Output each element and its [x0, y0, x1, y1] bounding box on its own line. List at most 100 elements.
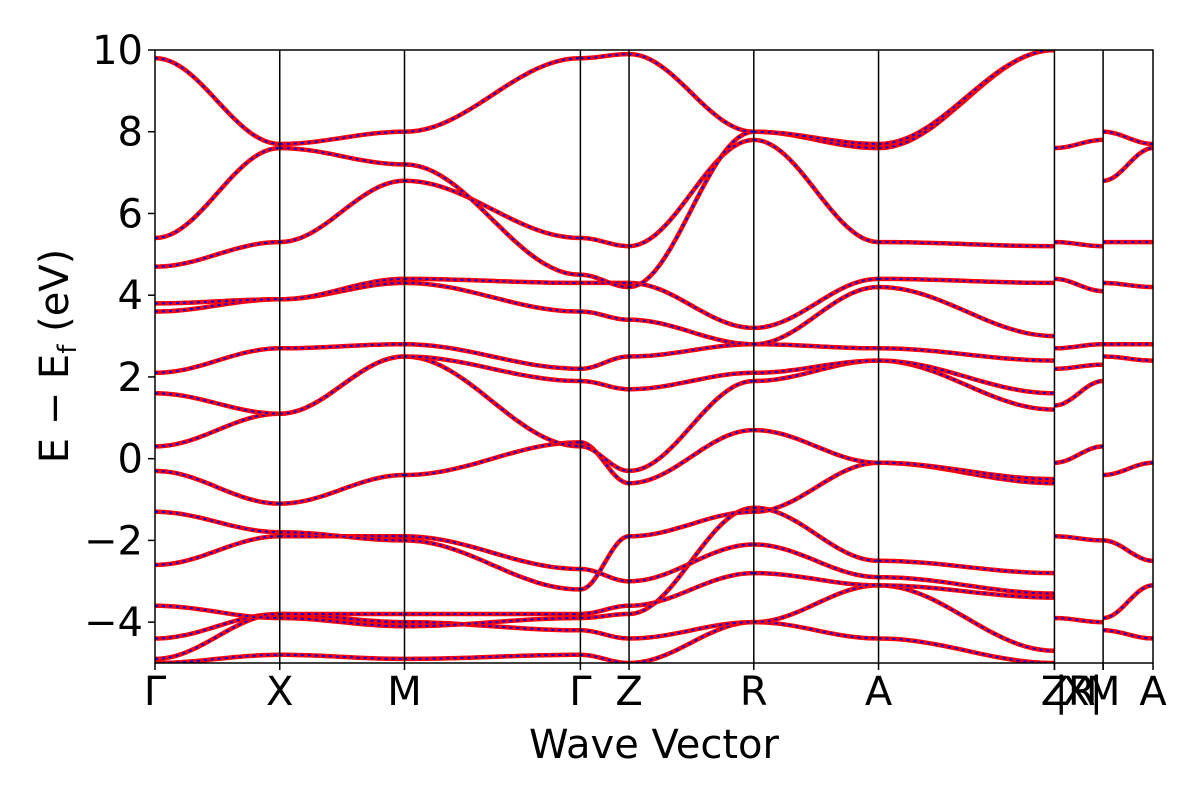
band-line-spin-down	[628, 130, 754, 288]
band-line-spin-down	[878, 576, 1055, 595]
band-line-spin-up	[753, 129, 879, 147]
band-line-spin-down	[580, 310, 629, 321]
band-line-spin-down	[279, 355, 405, 415]
band-line-spin-up	[628, 341, 754, 359]
x-tick-label: A	[1139, 669, 1167, 715]
band-line-spin-up	[753, 505, 879, 564]
band-line-spin-down	[404, 653, 581, 660]
band-line-spin-down	[1054, 535, 1104, 542]
x-tick-label: Γ	[144, 669, 167, 715]
band-line-spin-down	[1054, 343, 1104, 350]
band-line-spin-down	[753, 584, 879, 624]
band-line-spin-down	[279, 281, 405, 301]
band-line-spin-down	[404, 281, 581, 313]
band-line-spin-down	[753, 543, 879, 579]
band-line-spin-down	[155, 469, 280, 505]
x-tick-label: Z	[615, 669, 642, 715]
band-line-spin-up	[1054, 378, 1104, 408]
kpoint-divider-lines	[279, 50, 1104, 663]
band-line-spin-up	[404, 55, 581, 134]
band-line-spin-down	[155, 241, 280, 268]
band-line-spin-down	[753, 286, 879, 346]
y-tick-label: 10	[92, 28, 143, 74]
x-tick-label: Γ	[569, 669, 592, 715]
band-line-spin-down	[1054, 380, 1104, 407]
band-line-spin-down	[279, 179, 405, 244]
band-line-spin-down	[404, 617, 581, 628]
x-axis-ticks: Γ X M Γ Z R A Z|RX|M A	[144, 663, 1167, 715]
band-line-spin-up	[753, 460, 879, 515]
band-line-spin-down	[628, 53, 754, 133]
band-line-spin-down	[580, 441, 630, 485]
band-line-spin-down	[404, 57, 581, 133]
band-line-spin-down	[155, 147, 280, 239]
x-tick-label: X|	[1062, 669, 1103, 715]
band-line-spin-down	[628, 621, 754, 663]
band-line-spin-up	[1054, 276, 1104, 294]
band-line-spin-up	[753, 276, 879, 331]
band-line-spin-down	[753, 506, 879, 562]
band-line-spin-up	[753, 341, 879, 351]
band-line-spin-down	[1103, 281, 1153, 288]
band-line-spin-down	[1103, 355, 1153, 362]
band-line-spin-down	[404, 539, 581, 591]
x-tick-label: M	[1086, 669, 1121, 715]
y-tick-label: 4	[118, 273, 143, 319]
band-line-spin-down	[404, 277, 581, 284]
band-line-spin-down	[878, 637, 1055, 663]
band-line-spin-down	[404, 535, 581, 570]
band-line-spin-down	[279, 277, 405, 301]
band-line-spin-down	[878, 559, 1055, 575]
band-line-spin-up	[1102, 129, 1153, 147]
band-line-spin-down	[628, 371, 754, 391]
y-axis-label: E − Ef (eV)	[32, 249, 83, 464]
band-line-spin-down	[155, 57, 280, 145]
band-line-spin-down	[878, 286, 1055, 338]
band-line-spin-down	[580, 380, 629, 391]
band-line-spin-down	[1103, 130, 1153, 145]
band-line-spin-down	[580, 237, 630, 248]
y-tick-label: 2	[118, 355, 143, 401]
x-tick-label: X	[266, 669, 293, 715]
band-line-spin-down	[753, 461, 879, 513]
band-line-spin-down	[628, 138, 754, 248]
band-line-spin-down	[155, 347, 280, 374]
band-line-spin-down	[580, 568, 630, 583]
band-line-spin-down	[155, 510, 280, 534]
band-line-spin-up	[279, 529, 405, 543]
band-line-spin-up	[279, 341, 405, 351]
band-line-spin-down	[1054, 277, 1104, 293]
y-tick-label: −2	[84, 518, 143, 564]
band-line-spin-down	[878, 241, 1055, 248]
band-line-spin-down	[1103, 629, 1153, 640]
band-line-spin-up	[753, 137, 879, 245]
band-line-spin-down	[753, 621, 879, 640]
band-line-spin-down	[580, 535, 630, 591]
y-tick-label: 6	[118, 191, 143, 237]
band-line-spin-down	[878, 584, 1055, 599]
band-line-spin-up	[628, 51, 754, 134]
band-lines	[155, 50, 1153, 663]
band-line-spin-down	[155, 412, 280, 448]
band-line-spin-up	[1054, 444, 1104, 466]
band-line-spin-up	[404, 280, 581, 314]
band-line-spin-down	[404, 621, 581, 632]
band-line-spin-up	[878, 460, 1055, 482]
band-line-spin-up	[628, 129, 755, 290]
band-line-spin-down	[580, 653, 629, 663]
band-line-spin-down	[155, 392, 280, 415]
band-line-spin-down	[1054, 363, 1104, 370]
band-line-spin-down	[580, 355, 630, 370]
band-line-spin-down	[753, 277, 879, 329]
y-tick-label: 8	[118, 110, 143, 156]
x-tick-label: A	[865, 669, 893, 715]
band-line-spin-up	[279, 129, 405, 147]
band-line-spin-down	[404, 179, 581, 239]
band-line-spin-up	[878, 346, 1055, 363]
band-line-spin-down	[580, 445, 630, 472]
band-line-spin-down	[580, 604, 629, 615]
band-line-spin-down	[404, 343, 581, 370]
band-line-spin-down	[878, 359, 1055, 395]
band-line-spin-down	[1054, 445, 1104, 464]
x-tick-label: Z	[1041, 669, 1068, 715]
